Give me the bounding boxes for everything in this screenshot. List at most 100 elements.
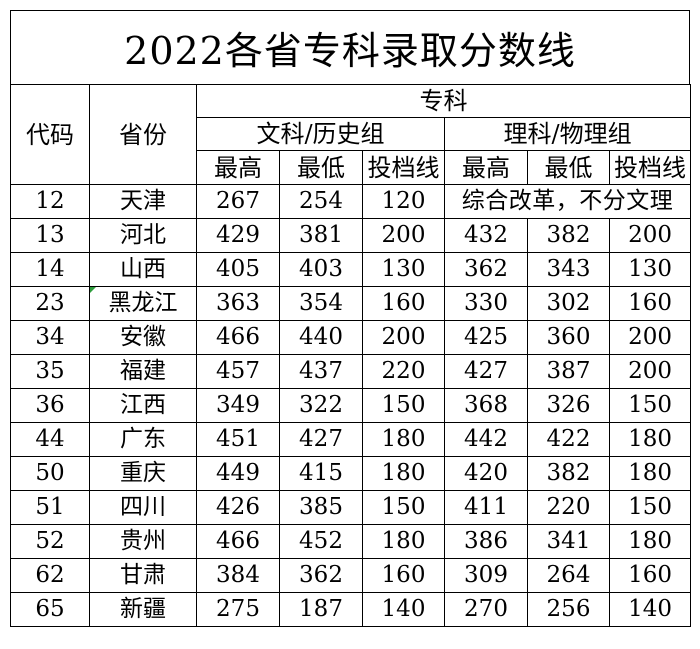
cell-value: 200 [608,354,692,389]
cell-province: 四川 [89,490,197,525]
cell-value: 382 [527,456,610,491]
cell-value: 140 [362,592,445,627]
header-sub-3: 最高 [444,150,528,185]
cell-value: 180 [608,422,692,457]
header-sub-1: 最低 [279,150,363,185]
cell-value: 180 [362,456,445,491]
cell-value: 180 [608,456,692,491]
cell-value: 466 [196,320,280,355]
cell-value: 449 [196,456,280,491]
cell-code: 62 [10,558,90,593]
cell-value: 150 [608,490,692,525]
cell-value: 275 [196,592,280,627]
header-sub-5: 投档线 [608,150,692,185]
cell-code: 50 [10,456,90,491]
cell-value: 220 [362,354,445,389]
table-row: 65 新疆 275 187 140 270 256 140 [10,592,692,627]
cell-value: 140 [608,592,692,627]
cell-value: 150 [362,490,445,525]
cell-province: 江西 [89,388,197,423]
cell-value: 180 [362,422,445,457]
cell-value: 187 [279,592,363,627]
cell-value: 160 [608,558,692,593]
cell-province: 贵州 [89,524,197,559]
cell-comment-marker [90,287,96,293]
cell-value: 180 [608,524,692,559]
header-code: 代码 [10,84,90,185]
header-category: 专科 [195,84,692,118]
header-sub-2: 投档线 [362,150,445,185]
cell-province: 新疆 [89,592,197,627]
cell-code: 23 [10,286,90,321]
table-row: 51 四川 426 385 150 411 220 150 [10,490,692,525]
cell-value: 384 [196,558,280,593]
header-sub-4: 最低 [527,150,610,185]
cell-value: 440 [279,320,363,355]
cell-value: 120 [362,184,445,219]
cell-value: 256 [527,592,610,627]
cell-value: 432 [444,218,528,253]
cell-code: 52 [10,524,90,559]
cell-value: 200 [608,320,692,355]
cell-value: 267 [196,184,280,219]
cell-value: 200 [362,218,445,253]
table-row: 23 黑龙江 363 354 160 330 302 160 [10,286,692,321]
cell-code: 13 [10,218,90,253]
cell-code: 44 [10,422,90,457]
cell-value: 160 [362,286,445,321]
cell-value: 403 [279,252,363,287]
header-province: 省份 [89,84,197,185]
header-sub-0: 最高 [196,150,280,185]
cell-value: 427 [279,422,363,457]
cell-value: 426 [196,490,280,525]
cell-value: 150 [608,388,692,423]
cell-code: 51 [10,490,90,525]
cell-value: 130 [362,252,445,287]
cell-value: 160 [362,558,445,593]
header-group-arts: 文科/历史组 [196,117,445,151]
cell-code: 34 [10,320,90,355]
cell-value: 420 [444,456,528,491]
cell-province: 广东 [89,422,197,457]
cell-value: 425 [444,320,528,355]
table-header: 代码 省份 专科 文科/历史组 理科/物理组 最高 最低 投档线 最高 最低 投档线 [10,84,692,185]
cell-value: 385 [279,490,363,525]
cell-value: 422 [527,422,610,457]
cell-value: 452 [279,524,363,559]
table-row: 50 重庆 449 415 180 420 382 180 [10,456,692,491]
cell-value: 309 [444,558,528,593]
cell-value: 330 [444,286,528,321]
sheet-title: 2022各省专科录取分数线 [10,10,690,84]
cell-province: 河北 [89,218,197,253]
cell-value: 150 [362,388,445,423]
cell-value: 326 [527,388,610,423]
cell-value: 200 [608,218,692,253]
table-body: 12 天津 267 254 120 综合改革，不分文理 13 河北 429 381 200 432 38… [10,184,692,627]
cell-value: 363 [196,286,280,321]
score-sheet: 2022各省专科录取分数线 代码 省份 专科 文科/历史组 理科/物理组 最高最… [10,10,692,627]
cell-value: 180 [362,524,445,559]
cell-code: 35 [10,354,90,389]
cell-value: 341 [527,524,610,559]
cell-value: 302 [527,286,610,321]
cell-value: 264 [527,558,610,593]
cell-value: 442 [444,422,528,457]
cell-code: 14 [10,252,90,287]
cell-value: 343 [527,252,610,287]
cell-value: 381 [279,218,363,253]
cell-value: 354 [279,286,363,321]
table-row: 35 福建 457 437 220 427 387 200 [10,354,692,389]
cell-value: 349 [196,388,280,423]
cell-value: 437 [279,354,363,389]
cell-value: 411 [444,490,528,525]
cell-value: 457 [196,354,280,389]
cell-value: 451 [196,422,280,457]
cell-value: 386 [444,524,528,559]
cell-note: 综合改革，不分文理 [443,184,692,219]
table-row: 14 山西 405 403 130 362 343 130 [10,252,692,287]
cell-value: 415 [279,456,363,491]
table-row: 13 河北 429 381 200 432 382 200 [10,218,692,253]
cell-province: 甘肃 [89,558,197,593]
cell-value: 382 [527,218,610,253]
cell-province: 福建 [89,354,197,389]
